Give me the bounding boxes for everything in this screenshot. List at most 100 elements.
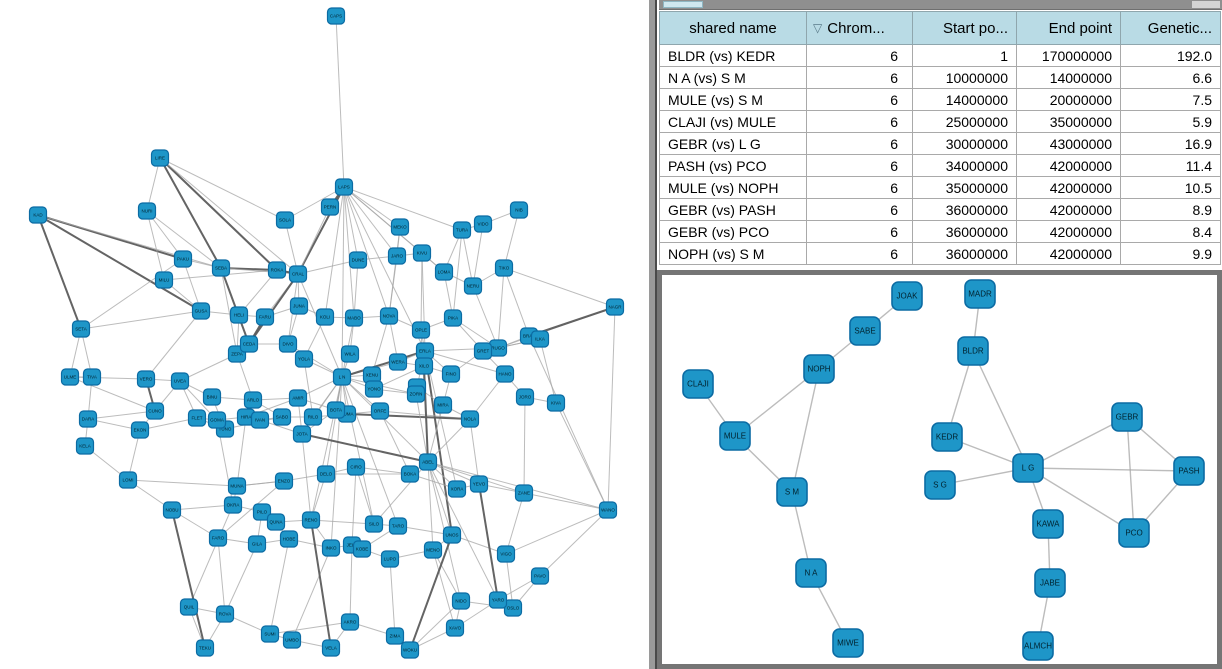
network-node[interactable]: S G bbox=[924, 470, 956, 500]
network-node[interactable]: JOTA bbox=[292, 425, 312, 443]
network-node[interactable]: DUNE bbox=[348, 251, 368, 269]
network-node[interactable]: EKON bbox=[130, 421, 150, 439]
network-node[interactable]: ULME bbox=[60, 368, 80, 386]
network-node[interactable]: TIVA bbox=[82, 368, 102, 386]
network-node[interactable]: AKRO bbox=[340, 613, 360, 631]
network-node[interactable]: HOBE bbox=[279, 530, 299, 548]
network-node[interactable]: ORFE bbox=[370, 402, 390, 420]
network-node[interactable]: VIDO bbox=[473, 215, 493, 233]
network-node[interactable]: MIWE bbox=[832, 628, 864, 658]
network-node[interactable]: S M bbox=[776, 477, 808, 507]
table-row[interactable]: PASH (vs) PCO 6 34000000 42000000 11.4 bbox=[659, 154, 1221, 177]
network-node[interactable]: NURI bbox=[137, 202, 157, 220]
network-node[interactable]: SUMI bbox=[260, 625, 280, 643]
network-node[interactable]: WOKU bbox=[400, 641, 420, 659]
network-node[interactable]: KOBE bbox=[352, 540, 372, 558]
panel-divider[interactable] bbox=[649, 0, 657, 669]
network-node[interactable]: MUNA bbox=[227, 477, 247, 495]
network-node[interactable]: VELA bbox=[321, 639, 341, 657]
network-node[interactable]: XORA bbox=[447, 480, 467, 498]
network-node[interactable]: FARU bbox=[255, 308, 275, 326]
network-node[interactable]: SABE bbox=[849, 316, 881, 346]
network-node[interactable]: CAPS bbox=[326, 7, 346, 25]
network-node[interactable]: LOMA bbox=[434, 263, 454, 281]
network-node[interactable]: YOLA bbox=[294, 350, 314, 368]
main-network-view[interactable]: CAPS LIRE KAD NURI SOLA PERN LAPS MEKO TURA VIDO N… bbox=[0, 0, 649, 669]
column-header-2[interactable]: Start po... bbox=[912, 11, 1017, 45]
network-node[interactable]: LUPO bbox=[380, 550, 400, 568]
table-row[interactable]: GEBR (vs) PCO 6 36000000 42000000 8.4 bbox=[659, 220, 1221, 243]
table-row[interactable]: N A (vs) S M 6 10000000 14000000 6.6 bbox=[659, 66, 1221, 89]
network-node[interactable]: WERA bbox=[388, 353, 408, 371]
network-node[interactable]: MIRA bbox=[433, 396, 453, 414]
network-node[interactable]: PILO bbox=[252, 503, 272, 521]
network-node[interactable]: QUIL bbox=[179, 598, 199, 616]
network-node[interactable]: DELO bbox=[316, 465, 336, 483]
network-node[interactable]: CIRO bbox=[346, 458, 366, 476]
network-node[interactable]: SETA bbox=[71, 320, 91, 338]
network-node[interactable]: PERN bbox=[320, 198, 340, 216]
table-horizontal-scrollbar[interactable] bbox=[659, 0, 1222, 10]
network-node[interactable]: DARA bbox=[78, 410, 98, 428]
network-node[interactable]: YARO bbox=[488, 591, 508, 609]
network-node[interactable]: TURA bbox=[452, 221, 472, 239]
network-node[interactable]: KELA bbox=[75, 437, 95, 455]
network-node[interactable]: ZANE bbox=[514, 484, 534, 502]
network-node[interactable]: KAWA bbox=[1032, 509, 1064, 539]
network-node[interactable]: GRET bbox=[473, 342, 493, 360]
network-node[interactable]: SEBA bbox=[211, 259, 231, 277]
network-node[interactable]: PAVO bbox=[530, 567, 550, 585]
network-node[interactable]: SABO bbox=[272, 408, 292, 426]
network-node[interactable]: BOKA bbox=[400, 465, 420, 483]
column-header-4[interactable]: Genetic... bbox=[1120, 11, 1221, 45]
network-node[interactable]: JUNA bbox=[289, 297, 309, 315]
table-row[interactable]: CLAJI (vs) MULE 6 25000000 35000000 5.9 bbox=[659, 110, 1221, 133]
network-node[interactable]: LAPS bbox=[334, 178, 354, 196]
network-node[interactable]: OKRA bbox=[223, 496, 243, 514]
network-node[interactable]: L N bbox=[332, 368, 352, 386]
table-row[interactable]: GEBR (vs) L G 6 30000000 43000000 16.9 bbox=[659, 132, 1221, 155]
column-header-0[interactable]: shared name bbox=[659, 11, 807, 45]
subnetwork-canvas[interactable]: CLAJI MULE NOPH SABE JOAK MADR BLDR KEDR S M N A M… bbox=[662, 275, 1217, 664]
network-node[interactable]: CLAJI bbox=[682, 369, 714, 399]
network-node[interactable]: ARLO bbox=[243, 391, 263, 409]
network-node[interactable]: XILO bbox=[414, 357, 434, 375]
network-node[interactable]: SILO bbox=[364, 515, 384, 533]
network-node[interactable]: FARO bbox=[208, 529, 228, 547]
network-node[interactable]: HELI bbox=[229, 306, 249, 324]
network-node[interactable]: MENO bbox=[423, 541, 443, 559]
network-node[interactable]: NOVA bbox=[379, 307, 399, 325]
column-header-3[interactable]: End point bbox=[1016, 11, 1121, 45]
network-node[interactable]: NOBU bbox=[162, 501, 182, 519]
network-node[interactable]: DIVO bbox=[278, 335, 298, 353]
network-node[interactable]: JORO bbox=[515, 388, 535, 406]
network-node[interactable]: KEDR bbox=[931, 422, 963, 452]
network-node[interactable]: ROVA bbox=[215, 605, 235, 623]
network-node[interactable]: AMIR bbox=[288, 389, 308, 407]
network-node[interactable]: ERLA bbox=[415, 342, 435, 360]
network-node[interactable]: CUNO bbox=[145, 402, 165, 420]
network-node[interactable]: KIVA bbox=[546, 394, 566, 412]
network-node[interactable]: IVAN bbox=[250, 411, 270, 429]
network-node[interactable]: TARO bbox=[388, 517, 408, 535]
network-node[interactable]: FLET bbox=[187, 409, 207, 427]
network-node[interactable]: VERO bbox=[136, 370, 156, 388]
network-node[interactable]: MABO bbox=[344, 309, 364, 327]
network-node[interactable]: JOAK bbox=[891, 281, 923, 311]
network-node[interactable]: KOLI bbox=[315, 308, 335, 326]
table-row[interactable]: BLDR (vs) KEDR 6 1 170000000 192.0 bbox=[659, 44, 1221, 67]
network-node[interactable]: NOPH bbox=[803, 354, 835, 384]
network-node[interactable]: GUSA bbox=[191, 302, 211, 320]
network-node[interactable]: GILA bbox=[247, 535, 267, 553]
network-node[interactable]: QUNA bbox=[266, 513, 286, 531]
network-node[interactable]: TIKO bbox=[494, 259, 514, 277]
network-node[interactable]: SOLA bbox=[275, 211, 295, 229]
network-node[interactable]: NIDO bbox=[451, 592, 471, 610]
network-node[interactable]: MEKO bbox=[390, 218, 410, 236]
network-node[interactable]: OPLE bbox=[411, 321, 431, 339]
network-node[interactable]: PASH bbox=[1173, 456, 1205, 486]
network-node[interactable]: ROKA bbox=[267, 261, 287, 279]
network-node[interactable]: N A bbox=[795, 558, 827, 588]
network-node[interactable]: BLDR bbox=[957, 336, 989, 366]
network-node[interactable]: L G bbox=[1012, 453, 1044, 483]
